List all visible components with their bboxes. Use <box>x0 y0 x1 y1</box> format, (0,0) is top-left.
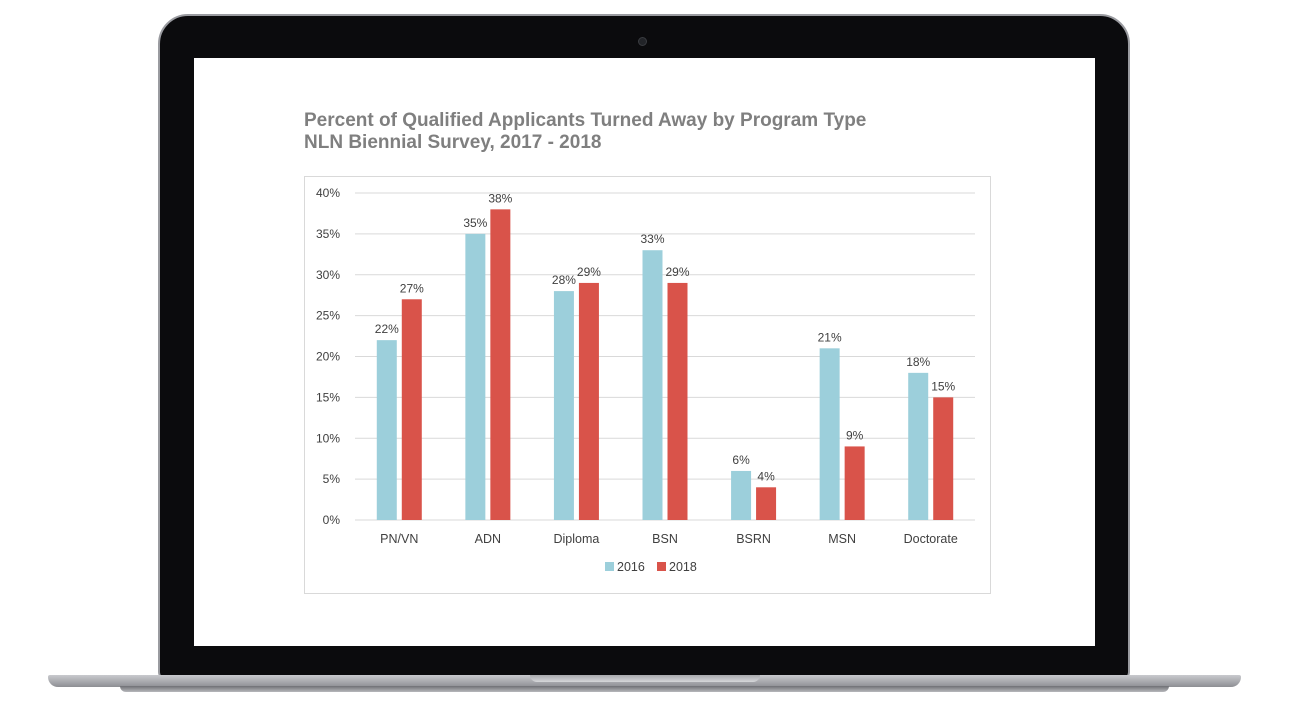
bar-2018-doctorate <box>933 397 954 520</box>
x-tick-label: MSN <box>828 532 856 546</box>
laptop-base-foot <box>120 686 1169 692</box>
x-tick-label: Doctorate <box>904 532 958 546</box>
y-tick-label: 40% <box>316 186 340 200</box>
x-tick-label: Diploma <box>553 532 599 546</box>
y-tick-label: 30% <box>316 268 340 282</box>
data-label: 33% <box>640 232 664 246</box>
bar-2016-bsrn <box>731 470 752 520</box>
data-label: 29% <box>577 265 601 279</box>
data-label: 35% <box>463 216 487 230</box>
data-label: 29% <box>665 265 689 279</box>
bar-2018-bsrn <box>756 487 777 520</box>
laptop-screen: Percent of Qualified Applicants Turned A… <box>194 58 1095 646</box>
legend-label-2016: 2016 <box>617 560 645 574</box>
y-tick-label: 10% <box>316 431 340 445</box>
y-tick-label: 15% <box>316 390 340 404</box>
y-tick-label: 35% <box>316 227 340 241</box>
data-label: 18% <box>906 355 930 369</box>
data-label: 28% <box>552 273 576 287</box>
bar-2018-adn <box>490 209 511 520</box>
bar-2016-diploma <box>553 291 574 520</box>
chart-title-line1: Percent of Qualified Applicants Turned A… <box>304 110 867 131</box>
y-tick-label: 20% <box>316 350 340 364</box>
x-tick-label: BSN <box>652 532 678 546</box>
data-label: 6% <box>732 453 750 467</box>
bar-2018-pn-vn <box>401 299 422 520</box>
data-label: 15% <box>931 379 955 393</box>
bar-2016-adn <box>465 233 486 520</box>
legend-swatch-2016 <box>605 562 614 571</box>
bar-2016-msn <box>819 348 840 520</box>
bar-2016-pn-vn <box>376 340 397 520</box>
data-label: 4% <box>757 469 775 483</box>
data-label: 27% <box>400 281 424 295</box>
chart-title: Percent of Qualified Applicants Turned A… <box>304 110 866 154</box>
x-tick-label: BSRN <box>736 532 771 546</box>
y-tick-label: 25% <box>316 309 340 323</box>
data-label: 22% <box>375 322 399 336</box>
data-label: 9% <box>846 428 864 442</box>
camera-icon <box>638 37 647 46</box>
bar-2016-doctorate <box>908 372 929 520</box>
data-label: 38% <box>488 191 512 205</box>
bar-2018-diploma <box>578 282 599 520</box>
y-tick-label: 0% <box>323 513 341 527</box>
x-tick-label: PN/VN <box>380 532 418 546</box>
chart-frame: 0% 5% 10% 15% 20% 25% 30% 35% 40% 22% 27% PN/VN 35% 3… <box>304 176 991 594</box>
bar-2018-bsn <box>667 282 688 520</box>
laptop-opening-notch <box>530 675 760 682</box>
bar-chart: 0%5%10%15%20%25%30%35%40%22%27%PN/VN35%3… <box>316 186 975 574</box>
bar-2016-bsn <box>642 250 663 520</box>
y-tick-label: 5% <box>323 472 341 486</box>
legend-swatch-2018 <box>657 562 666 571</box>
bar-2018-msn <box>844 446 865 520</box>
x-tick-label: ADN <box>475 532 501 546</box>
chart-title-line2: NLN Biennial Survey, 2017 - 2018 <box>304 132 602 153</box>
legend-label-2018: 2018 <box>669 560 697 574</box>
data-label: 21% <box>818 330 842 344</box>
